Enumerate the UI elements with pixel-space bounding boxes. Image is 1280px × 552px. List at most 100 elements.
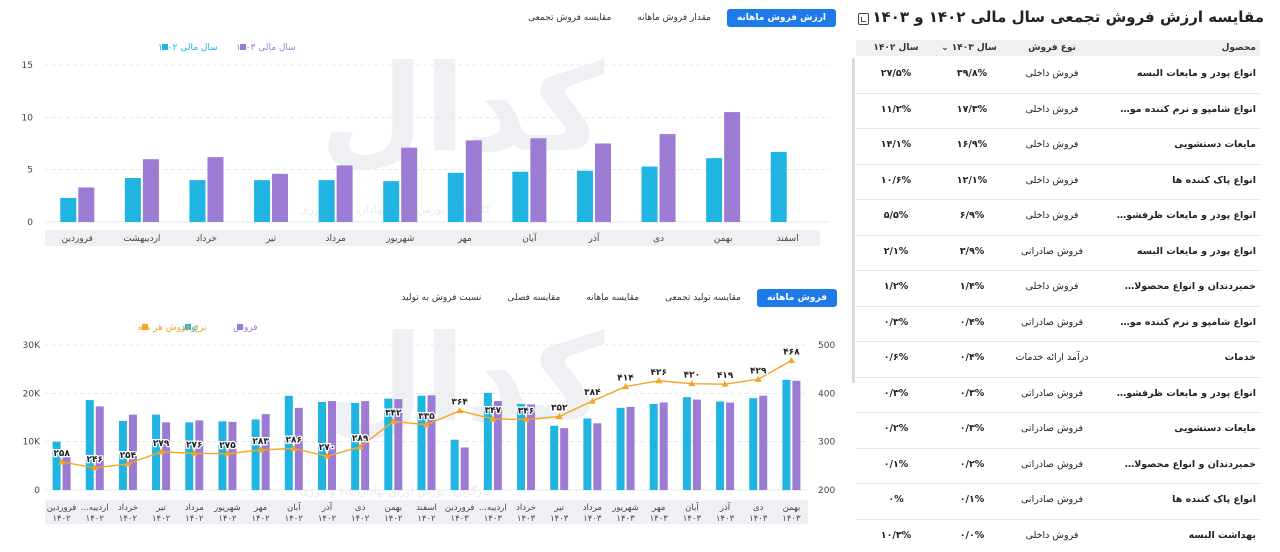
header-1402[interactable]: سال ۱۴۰۲ xyxy=(873,43,919,53)
rate-marker xyxy=(257,446,265,453)
value-1403-cell: ۰/۱% xyxy=(959,494,985,505)
x-tick-year: ۱۴۰۳ xyxy=(716,514,735,524)
tab-seasonal-comparison[interactable]: مقایسه فصلی xyxy=(507,293,561,303)
legend-swatch xyxy=(237,324,243,330)
table-row[interactable]: خمیردندان و انواع محصولات بهدا... فروش دا… xyxy=(856,270,1260,307)
rate-marker xyxy=(489,415,497,422)
x-tick-month: آذر xyxy=(321,501,333,513)
table-row[interactable]: خمیردندان و انواع محصولات بهدا... فروش صا… xyxy=(856,448,1260,484)
bar-1403 xyxy=(207,157,224,222)
bar-sales xyxy=(527,404,536,490)
legend-swatch xyxy=(162,44,168,50)
value-1403-cell: ۳۹/۸% xyxy=(956,68,988,79)
legend-swatch xyxy=(142,324,148,330)
x-tick-month: آبان xyxy=(287,501,301,513)
table-row[interactable]: انواع پودر و مایعات البسه فروش صادراتی ۳/۹… xyxy=(856,235,1260,271)
rate-marker xyxy=(223,450,231,457)
x-tick-month: آبان xyxy=(685,501,699,513)
legend-label: تولید xyxy=(181,323,199,333)
table-row[interactable]: مایعات دستشویی فروش داخلی ۱۶/۹% ۱۴/۱% xyxy=(856,128,1260,165)
table-scrollbar[interactable] xyxy=(852,58,855,383)
x-tick-year: ۱۴۰۲ xyxy=(152,514,171,524)
x-tick-month: فروردین xyxy=(445,503,475,513)
table-row[interactable]: انواع پودر و مایعات البسه فروش داخلی ۳۹/۸%… xyxy=(856,57,1260,94)
product-cell: خمیردندان و انواع محصولات بهدا... xyxy=(1116,458,1256,470)
product-cell: انواع پودر و مایعات البسه xyxy=(1136,245,1256,257)
x-tick-label: آذر xyxy=(588,232,600,244)
bar-production xyxy=(483,392,492,490)
bar-sales xyxy=(659,402,668,490)
rate-data-label: ۴۲۹ xyxy=(750,366,767,376)
value-1403-cell: ۳/۹% xyxy=(959,245,985,257)
download-icon[interactable] xyxy=(858,13,869,25)
bar-production xyxy=(749,398,758,490)
table-row[interactable]: بهداشت البسه فروش داخلی ۰/۰% ۱۰/۳% xyxy=(856,519,1260,552)
bar-1402 xyxy=(318,180,335,222)
tab-monthly-comparison[interactable]: مقایسه ماهانه xyxy=(586,293,640,303)
bar-1403 xyxy=(78,187,95,222)
bar-production xyxy=(218,421,227,490)
bar-production xyxy=(649,403,658,490)
x-tick-year: ۱۴۰۲ xyxy=(119,514,138,524)
bar-sales xyxy=(626,406,635,490)
bar-production xyxy=(583,418,592,490)
header-product[interactable]: محصول xyxy=(1221,43,1256,53)
bar-production xyxy=(251,419,260,490)
rate-data-label: ۲۷۹ xyxy=(153,439,170,449)
bar-sales xyxy=(726,402,735,490)
monthly-sales-value-chart: سال مالی ۱۴۰۳ سال مالی ۱۴۰۲ 0 5 10 15 اسفند بهم… xyxy=(22,43,830,246)
x-tick-year: ۱۴۰۳ xyxy=(583,514,602,524)
bar-1402 xyxy=(60,197,77,222)
header-type[interactable]: نوع فروش xyxy=(1028,43,1076,53)
rate-data-label: ۳۴۲ xyxy=(385,408,402,418)
tab-monthly-sales-value[interactable]: ارزش فروش ماهانه xyxy=(726,9,836,27)
tab-cumulative-sales[interactable]: مقایسه فروش تجمعی xyxy=(528,13,612,23)
top-chart-tabs: ارزش فروش ماهانه مقدار فروش ماهانه مقایس… xyxy=(518,9,836,27)
x-tick-year: ۱۴۰۳ xyxy=(616,514,635,524)
y-tick-label: 10 xyxy=(22,113,34,123)
rate-marker xyxy=(754,375,762,382)
sale-type-cell: درآمد ارائه خدمات xyxy=(1015,352,1089,363)
value-1403-cell: ۰/۳% xyxy=(959,387,985,399)
table-row[interactable]: خدمات درآمد ارائه خدمات ۰/۴% ۰/۶% xyxy=(856,341,1260,378)
table-row[interactable]: انواع پودر و مایعات ظرفشویی فروش داخلی ۶/۹… xyxy=(856,199,1260,236)
bar-production xyxy=(384,398,393,490)
tab-sales-production-ratio[interactable]: نسبت فروش به تولید xyxy=(401,293,482,303)
y-tick-label: 0 xyxy=(27,218,33,228)
rate-marker xyxy=(356,443,364,450)
bar-1402 xyxy=(189,180,206,222)
table-row[interactable]: انواع شامپو و نرم کننده موی سر فروش داخلی… xyxy=(856,93,1260,129)
x-tick-label: خرداد xyxy=(196,234,217,244)
table-row[interactable]: انواع شامپو و نرم کننده موی سر فروش صادرا… xyxy=(856,306,1260,342)
header-1403[interactable]: سال ۱۴۰۳ ⌄ xyxy=(941,43,997,53)
bar-sales xyxy=(593,423,602,490)
rate-data-label: ۲۸۳ xyxy=(252,437,269,447)
value-1403-cell: ۶/۹% xyxy=(959,210,985,221)
y2-tick-label: 200 xyxy=(818,486,835,496)
y2-tick-label: 300 xyxy=(818,438,835,448)
table-row[interactable]: انواع پاک کننده ها فروش صادراتی ۰/۱% ۰% xyxy=(856,483,1260,520)
x-tick-month: اسفند xyxy=(416,503,437,513)
y-tick-label: 10K xyxy=(23,438,41,448)
table-header: محصول نوع فروش سال ۱۴۰۳ ⌄ سال ۱۴۰۲ xyxy=(856,40,1260,56)
sort-chevron-icon[interactable]: ⌄ xyxy=(941,43,949,53)
legend-label: سال مالی ۱۴۰۳ xyxy=(236,43,296,53)
bar-1402 xyxy=(383,181,400,222)
x-tick-month: مهر xyxy=(253,503,267,513)
sale-type-cell: فروش داخلی xyxy=(1025,281,1079,292)
tab-cumulative-production[interactable]: مقایسه تولید تجمعی xyxy=(665,293,741,303)
sale-type-cell: فروش داخلی xyxy=(1025,174,1079,186)
product-cell: خمیردندان و انواع محصولات بهدا... xyxy=(1116,281,1256,292)
table-row[interactable]: انواع پاک کننده ها فروش داخلی ۱۲/۱% ۱۰/۶% xyxy=(856,164,1260,200)
x-tick-month: مرداد xyxy=(185,503,204,513)
rate-data-label: ۴۲۰ xyxy=(684,371,700,381)
tab-monthly-sales[interactable]: فروش ماهانه xyxy=(756,289,837,307)
x-tick-label: فروردین xyxy=(62,234,93,244)
tab-monthly-sales-quantity[interactable]: مقدار فروش ماهانه xyxy=(637,13,711,23)
x-tick-year: ۱۴۰۳ xyxy=(550,514,569,524)
bar-production xyxy=(782,379,791,490)
bar-production xyxy=(550,425,559,490)
rate-marker xyxy=(787,356,795,363)
table-row[interactable]: انواع پودر و مایعات ظرفشویی فروش صادراتی ۰… xyxy=(856,377,1260,413)
table-row[interactable]: مایعات دستشویی فروش صادراتی ۰/۳% ۰/۲% xyxy=(856,412,1260,449)
